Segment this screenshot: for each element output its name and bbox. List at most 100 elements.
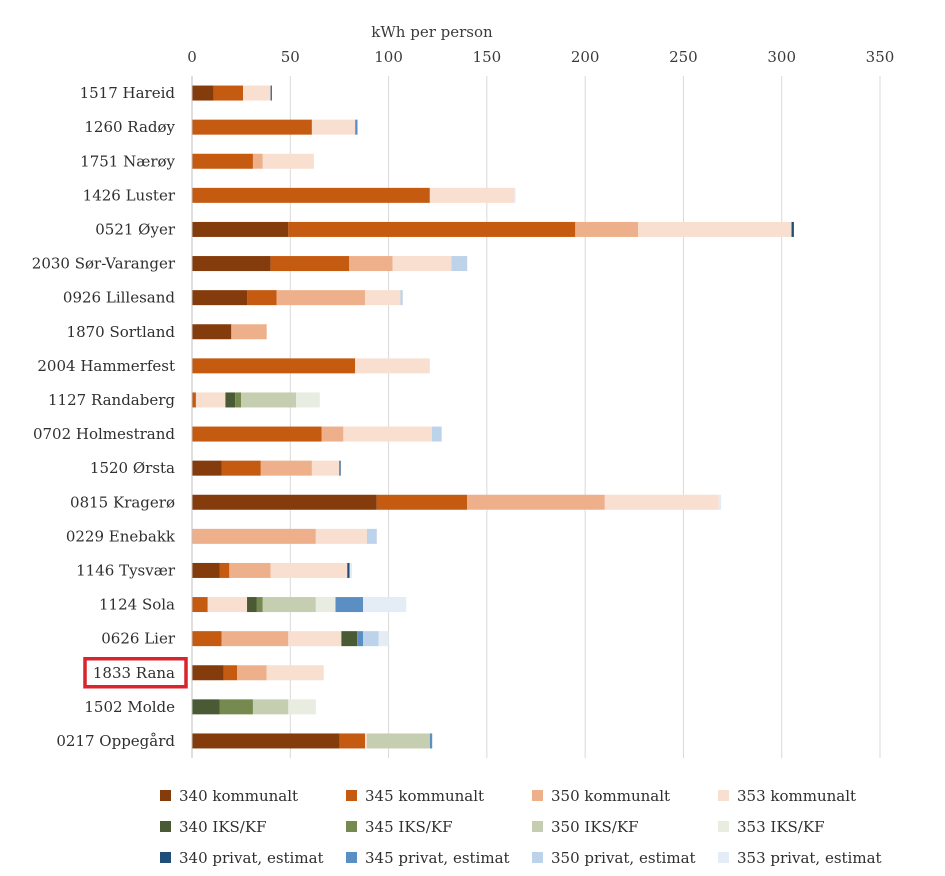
x-tick-label: 200 xyxy=(571,48,600,66)
bar-segment xyxy=(355,119,358,135)
category-label: 1517 Hareid xyxy=(80,84,176,102)
legend-item: 340 kommunalt xyxy=(160,787,346,805)
bar-segment xyxy=(357,631,364,647)
bar-segment xyxy=(347,562,350,578)
bar-segment xyxy=(429,187,515,203)
legend-swatch xyxy=(718,790,729,801)
bar-segment xyxy=(296,392,320,408)
highlight-box xyxy=(83,657,188,689)
legend-label: 353 privat, estimat xyxy=(737,848,882,867)
legend-label: 340 privat, estimat xyxy=(179,848,324,867)
legend-label: 350 kommunalt xyxy=(551,786,671,805)
bar-segment xyxy=(223,665,238,681)
bar-segment xyxy=(262,153,314,169)
legend-item: 340 IKS/KF xyxy=(160,818,346,836)
bar-segment xyxy=(192,256,271,272)
bar-segment xyxy=(604,494,719,510)
bar-segment xyxy=(341,631,358,647)
category-label: 2030 Sør-Varanger xyxy=(32,255,176,273)
bar-segment xyxy=(339,733,365,749)
bar-segment xyxy=(791,221,794,237)
bar-segment xyxy=(231,324,267,340)
legend-swatch xyxy=(160,821,171,832)
bar-segment xyxy=(192,528,316,544)
legend-swatch xyxy=(346,790,357,801)
legend-swatch xyxy=(346,852,357,863)
legend-row: 340 privat, estimat 345 privat, estimat 35… xyxy=(160,842,920,873)
bar-segment xyxy=(321,426,344,442)
legend-item: 353 kommunalt xyxy=(718,787,904,805)
category-label: 1146 Tysvær xyxy=(76,561,176,579)
bar-segment xyxy=(192,597,208,613)
bar-segment xyxy=(207,597,248,613)
bar-segment xyxy=(192,324,232,340)
legend-swatch xyxy=(718,852,729,863)
legend-swatch xyxy=(532,821,543,832)
bar-segment xyxy=(451,256,468,272)
bar-segment xyxy=(192,733,340,749)
bar-segment xyxy=(192,290,248,306)
bar-segment xyxy=(192,85,214,101)
bar-segment xyxy=(467,494,605,510)
x-tick-label: 100 xyxy=(374,48,403,66)
bar-segment xyxy=(221,460,261,476)
category-label: 1520 Ørsta xyxy=(90,459,175,477)
legend-item: 353 privat, estimat xyxy=(718,849,904,867)
legend-item: 350 privat, estimat xyxy=(532,849,718,867)
category-label: 1260 Radøy xyxy=(84,118,175,136)
bar-segment xyxy=(311,460,340,476)
legend-label: 350 IKS/KF xyxy=(551,817,639,836)
legend-label: 345 privat, estimat xyxy=(365,848,510,867)
bar-segment xyxy=(376,494,468,510)
bar-segment xyxy=(638,221,792,237)
bar-segment xyxy=(366,733,430,749)
legend-item: 353 IKS/KF xyxy=(718,818,904,836)
bar-segment xyxy=(270,85,272,101)
x-axis-title: kWh per person xyxy=(371,23,493,41)
legend-label: 340 kommunalt xyxy=(179,786,299,805)
bar-segment xyxy=(192,631,222,647)
bar-segment xyxy=(247,290,277,306)
bar-segment xyxy=(270,256,350,272)
bar-segment xyxy=(364,733,367,749)
bar-segment xyxy=(266,665,324,681)
x-tick-label: 350 xyxy=(866,48,895,66)
bar-segment xyxy=(315,597,336,613)
category-label: 1502 Molde xyxy=(84,698,175,716)
bar-segment xyxy=(192,187,430,203)
bar-segment xyxy=(219,562,230,578)
bar-segment xyxy=(243,85,271,101)
bar-segment xyxy=(221,631,289,647)
bar-segment xyxy=(349,562,353,578)
legend-swatch xyxy=(718,821,729,832)
bar-segment xyxy=(225,392,236,408)
bar-segment xyxy=(192,221,289,237)
bar-segment xyxy=(400,290,403,306)
category-label: 0229 Enebakk xyxy=(66,527,176,545)
bar-segment xyxy=(192,153,253,169)
bar-segment xyxy=(349,256,393,272)
bar-segment xyxy=(192,392,196,408)
bar-segment xyxy=(288,699,316,715)
legend-row: 340 kommunalt 345 kommunalt 350 kommunalt 3… xyxy=(160,780,920,811)
bar-segment xyxy=(363,631,379,647)
legend-item: 345 privat, estimat xyxy=(346,849,532,867)
legend-label: 345 IKS/KF xyxy=(365,817,453,836)
bar-segment xyxy=(252,153,263,169)
bar-segment xyxy=(311,119,356,135)
legend-swatch xyxy=(160,790,171,801)
bar-segment xyxy=(241,392,297,408)
category-label: 1426 Luster xyxy=(83,186,176,204)
bar-segment xyxy=(364,290,401,306)
bar-segment xyxy=(378,631,389,647)
bar-segment xyxy=(343,426,432,442)
bar-segment xyxy=(192,494,377,510)
legend-label: 350 privat, estimat xyxy=(551,848,696,867)
legend-item: 350 kommunalt xyxy=(532,787,718,805)
bar-segment xyxy=(192,358,356,374)
x-tick-label: 0 xyxy=(187,48,197,66)
legend-label: 340 IKS/KF xyxy=(179,817,267,836)
x-tick-label: 150 xyxy=(473,48,502,66)
category-label: 1870 Sortland xyxy=(67,323,176,341)
bar-segment xyxy=(256,597,263,613)
